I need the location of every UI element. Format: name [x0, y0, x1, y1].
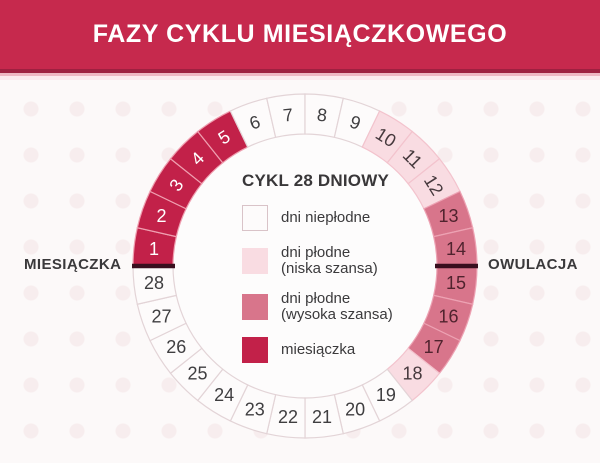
day-number-2: 2 — [156, 206, 166, 226]
day-number-17: 17 — [424, 337, 444, 357]
day-number-8: 8 — [316, 105, 328, 126]
legend-label-menstruation: miesiączka — [281, 340, 356, 358]
day-number-20: 20 — [345, 400, 365, 420]
fertile-high-swatch — [242, 293, 268, 320]
header-banner: FAZY CYKLU MIESIĄCZKOWEGO — [0, 0, 600, 69]
day-number-19: 19 — [376, 385, 396, 405]
day-number-18: 18 — [402, 364, 422, 384]
page-title: FAZY CYKLU MIESIĄCZKOWEGO — [92, 20, 508, 48]
legend-sublabel-fertile-high: (wysoka szansa) — [281, 305, 393, 323]
wheel-inner-circle — [173, 134, 437, 398]
legend-item-infertile: dni niepłodne — [242, 205, 432, 231]
legend-title: CYKL 28 DNIOWY — [242, 171, 390, 190]
fertile-low-swatch — [242, 247, 268, 274]
day-number-22: 22 — [278, 407, 298, 427]
day-number-28: 28 — [144, 273, 164, 293]
menstruation-swatch — [242, 336, 268, 363]
banner-strip-fade — [0, 76, 600, 80]
banner-strip — [0, 73, 600, 76]
legend-item-fertile-low: dni płodne (niska szansa) — [242, 245, 432, 277]
day-number-21: 21 — [312, 407, 332, 427]
day-number-24: 24 — [214, 385, 234, 405]
day-number-14: 14 — [446, 239, 466, 259]
banner-underline — [0, 69, 600, 73]
cycle-legend: CYKL 28 DNIOWY dni niepłodne dni płodne … — [242, 171, 432, 377]
legend-item-menstruation: miesiączka — [242, 336, 432, 363]
ovulation-label: OWULACJA — [488, 256, 578, 273]
infertile-swatch — [242, 205, 268, 231]
legend-sublabel-fertile-low: (niska szansa) — [281, 259, 378, 277]
legend-label-fertile-high: dni płodne — [281, 289, 351, 307]
day-number-23: 23 — [245, 400, 265, 420]
day-number-7: 7 — [282, 105, 294, 126]
day-number-1: 1 — [149, 239, 159, 259]
legend-label-infertile: dni niepłodne — [281, 209, 371, 227]
legend-label-fertile-low: dni płodne — [281, 244, 351, 261]
day-number-25: 25 — [187, 364, 207, 384]
legend-item-fertile-high: dni płodne (wysoka szansa) — [242, 289, 432, 323]
day-number-16: 16 — [438, 306, 458, 326]
day-number-26: 26 — [166, 337, 186, 357]
day-number-27: 27 — [151, 306, 171, 326]
day-number-15: 15 — [446, 273, 466, 293]
day-number-13: 13 — [438, 206, 458, 226]
menstruation-label: MIESIĄCZKA — [24, 256, 122, 273]
